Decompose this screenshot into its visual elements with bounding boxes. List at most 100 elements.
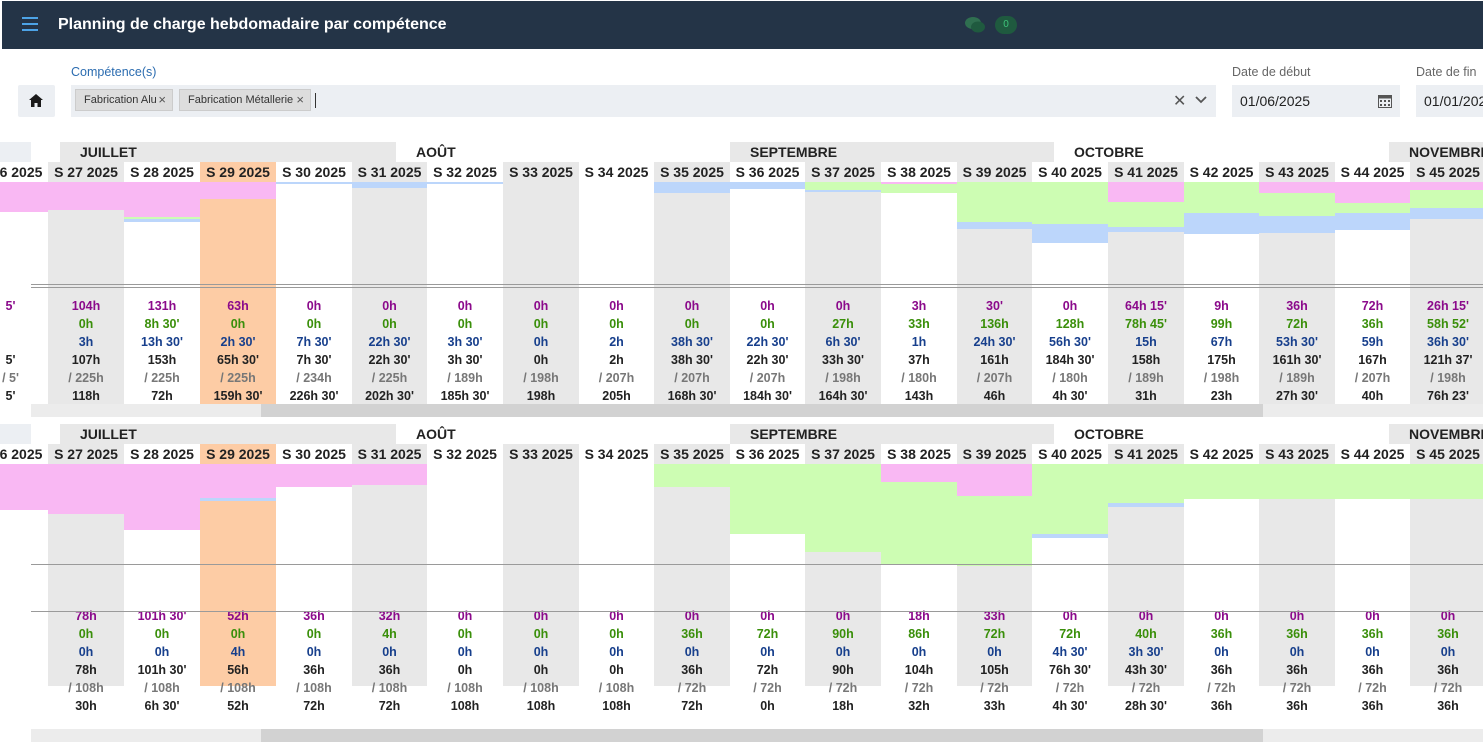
week-header[interactable]: S 45 2025 — [1410, 162, 1483, 182]
home-button[interactable] — [18, 85, 55, 117]
week-header[interactable]: S 26 2025 — [0, 162, 48, 182]
week-value: 6h 30' — [144, 699, 180, 713]
week-value: 0h — [609, 317, 624, 331]
load-bar-top — [1335, 182, 1410, 184]
week-header[interactable]: S 36 2025 — [730, 162, 805, 182]
week-value: 2h — [609, 353, 624, 367]
calendar-icon[interactable] — [1378, 94, 1392, 108]
week-header[interactable]: S 40 2025 — [1032, 162, 1108, 182]
week-header[interactable]: S 39 2025 — [957, 444, 1032, 464]
week-header[interactable]: S 32 2025 — [427, 162, 503, 182]
load-bar — [957, 496, 1032, 566]
week-header[interactable]: S 35 2025 — [654, 444, 730, 464]
chip-remove-icon[interactable]: × — [158, 92, 166, 107]
week-value: 32h — [378, 609, 401, 623]
load-bar — [1410, 464, 1483, 499]
competence-chip[interactable]: Fabrication Métallerie × — [179, 89, 311, 111]
week-value: 4h — [230, 645, 246, 659]
competence-chip[interactable]: Fabrication Alu × — [75, 89, 173, 111]
load-bar — [805, 464, 881, 552]
week-value: 0h — [306, 627, 322, 641]
week-value: / 72h — [753, 681, 782, 695]
week-header[interactable]: S 27 2025 — [48, 162, 124, 182]
week-value: 0h — [760, 317, 775, 331]
week-value: 36h — [378, 663, 401, 677]
chip-label: Fabrication Alu — [84, 94, 157, 106]
week-header[interactable]: S 26 2025 — [0, 444, 48, 464]
week-header[interactable]: S 43 2025 — [1259, 162, 1335, 182]
week-header[interactable]: S 44 2025 — [1335, 162, 1410, 182]
week-value: 0h — [684, 645, 700, 659]
week-header[interactable]: S 37 2025 — [805, 444, 881, 464]
week-value: 36h — [681, 663, 703, 677]
week-header[interactable]: S 29 2025 — [200, 162, 276, 182]
week-header[interactable]: S 45 2025 — [1410, 444, 1483, 464]
week-header[interactable]: S 28 2025 — [124, 444, 200, 464]
week-value: 30h — [75, 699, 97, 713]
week-header[interactable]: S 30 2025 — [276, 444, 352, 464]
competence-multiselect[interactable]: Fabrication Alu × Fabrication Métallerie ×… — [71, 85, 1216, 117]
week-value: 0h — [684, 299, 700, 313]
start-date-field[interactable]: 01/06/2025 — [1232, 85, 1400, 117]
clear-icon[interactable]: ✕ — [1173, 93, 1187, 110]
week-header[interactable]: S 42 2025 — [1184, 162, 1259, 182]
week-header[interactable]: S 41 2025 — [1108, 162, 1184, 182]
week-header[interactable]: S 27 2025 — [48, 444, 124, 464]
week-header[interactable]: S 38 2025 — [881, 444, 957, 464]
week-header[interactable]: S 34 2025 — [579, 162, 654, 182]
week-value: / 207h — [598, 371, 635, 385]
week-value: 0h — [609, 645, 624, 659]
week-value: 36h — [1210, 663, 1233, 677]
week-value: 18h — [908, 609, 930, 623]
competence-panel: Fabrication AluJUILLETAOÛTSEPTEMBREOCTOB… — [0, 142, 1483, 422]
chat-bubbles-icon[interactable] — [964, 15, 986, 35]
week-value: 22h 30' — [746, 353, 789, 367]
week-header[interactable]: S 34 2025 — [579, 444, 654, 464]
week-header[interactable]: S 37 2025 — [805, 162, 881, 182]
week-value: 0h — [533, 663, 549, 677]
week-header[interactable]: S 33 2025 — [503, 162, 579, 182]
week-header[interactable]: S 31 2025 — [352, 444, 427, 464]
load-bar-top — [1184, 182, 1259, 184]
week-value: 0h — [457, 663, 473, 677]
week-header[interactable]: S 36 2025 — [730, 444, 805, 464]
chevron-down-icon[interactable] — [1193, 91, 1209, 107]
week-value: 0h — [987, 645, 1002, 659]
week-column: 0h 0h 38h 30' 38h 30' / 207h 168h 30' — [654, 182, 730, 404]
week-header[interactable]: S 30 2025 — [276, 162, 352, 182]
load-bar — [276, 464, 352, 487]
horizontal-scrollbar-thumb[interactable] — [261, 729, 1263, 742]
week-header[interactable]: S 28 2025 — [124, 162, 200, 182]
week-value: / 180h — [1052, 371, 1088, 385]
week-value: 105h — [980, 663, 1009, 677]
week-header[interactable]: S 29 2025 — [200, 444, 276, 464]
week-value: 0h — [760, 609, 775, 623]
week-value: 161h 30' — [1272, 353, 1322, 367]
week-header[interactable]: S 38 2025 — [881, 162, 957, 182]
week-column: 9h 99h 67h 175h / 198h 23h — [1184, 182, 1259, 404]
week-column: 78h 0h 0h 78h / 108h 30h — [48, 464, 124, 713]
week-value: / 189h — [447, 371, 483, 385]
chip-remove-icon[interactable]: × — [296, 92, 304, 107]
week-value: 0h — [609, 609, 624, 623]
week-header[interactable]: S 44 2025 — [1335, 444, 1410, 464]
week-value: 0h — [306, 645, 322, 659]
hamburger-menu-icon[interactable] — [22, 17, 38, 33]
end-date-value: 01/01/2026 — [1424, 93, 1483, 109]
load-bar-top — [881, 182, 957, 184]
end-date-field[interactable]: 01/01/2026 — [1416, 85, 1483, 117]
week-header[interactable]: S 33 2025 — [503, 444, 579, 464]
week-header[interactable]: S 32 2025 — [427, 444, 503, 464]
week-value: / 189h — [1279, 371, 1315, 385]
load-bar-top — [805, 182, 881, 184]
horizontal-scrollbar-thumb[interactable] — [261, 404, 1263, 417]
week-header[interactable]: S 43 2025 — [1259, 444, 1335, 464]
week-header[interactable]: S 42 2025 — [1184, 444, 1259, 464]
week-value: 153h — [147, 353, 177, 367]
week-column: 0h 72h 0h 72h / 72h 0h — [730, 464, 805, 713]
week-header[interactable]: S 40 2025 — [1032, 444, 1108, 464]
week-header[interactable]: S 31 2025 — [352, 162, 427, 182]
week-header[interactable]: S 35 2025 — [654, 162, 730, 182]
week-header[interactable]: S 39 2025 — [957, 162, 1032, 182]
week-header[interactable]: S 41 2025 — [1108, 444, 1184, 464]
